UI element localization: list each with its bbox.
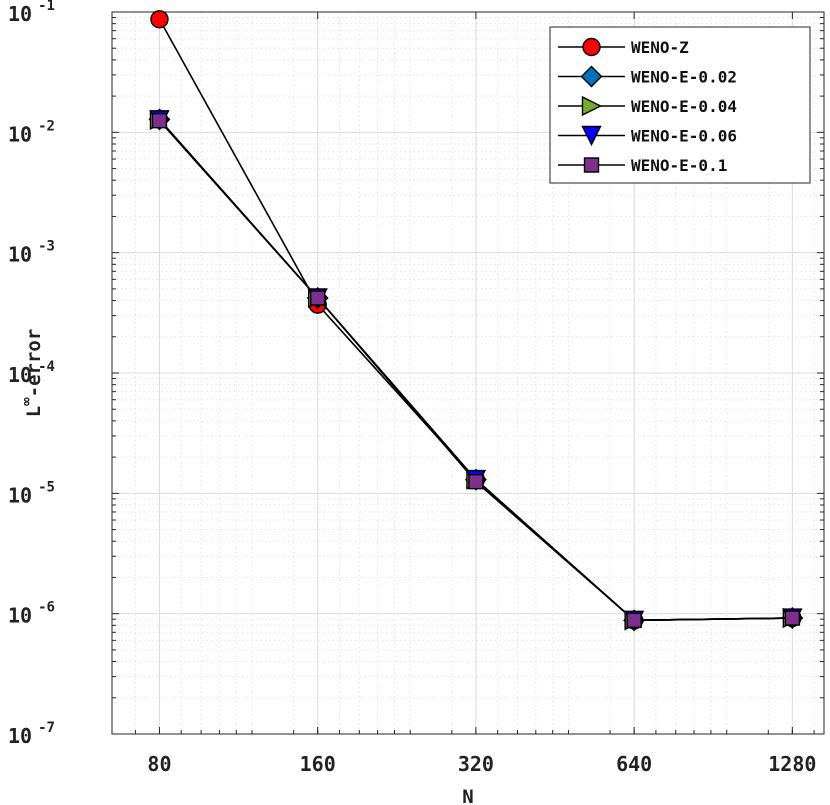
y-tick-label: 10 -7 — [8, 720, 55, 748]
x-tick-label: 640 — [616, 752, 652, 776]
legend-marker — [581, 95, 603, 117]
y-tick-label-exponent: -3 — [38, 239, 55, 255]
y-axis-title: L∞-error — [19, 329, 45, 418]
x-tick-label: 160 — [300, 752, 336, 776]
data-point — [468, 473, 484, 490]
y-tick-label-exponent: -1 — [38, 0, 55, 14]
legend: WENO-Z WENO-E-0.02 WENO-E-0.04 WENO-E-0.06 W… — [549, 26, 811, 184]
legend-entry: WENO-E-0.1 — [558, 156, 727, 175]
legend-label: WENO-E-0.06 — [631, 127, 737, 146]
legend-entry: WENO-Z — [558, 37, 689, 57]
data-point — [150, 10, 169, 29]
x-tick-label: 1280 — [768, 752, 816, 776]
y-tick-labels: 10 -7 10 -6 10 -5 10 -4 10 -3 10 -2 10 -1 — [8, 0, 55, 748]
legend-marker — [583, 157, 600, 173]
y-tick-label: 10 -2 — [8, 118, 55, 146]
x-axis-title: N — [462, 786, 473, 805]
y-tick-label-exponent: -7 — [38, 720, 55, 736]
data-point — [309, 290, 326, 306]
y-tick-label: 10 -6 — [8, 600, 55, 628]
series-weno-e-0-1 — [151, 112, 801, 629]
y-tick-label-exponent: -4 — [38, 359, 55, 375]
y-tick-label-base: 10 — [8, 2, 32, 26]
data-point — [784, 610, 801, 626]
y-tick-label-base: 10 — [8, 363, 32, 387]
y-tick-label-exponent: -6 — [38, 600, 55, 616]
y-tick-label-base: 10 — [8, 604, 32, 628]
axis-ticks — [112, 11, 824, 735]
y-axis-title-superscript: ∞ — [19, 397, 35, 406]
legend-label: WENO-E-0.02 — [631, 68, 737, 87]
y-tick-label-exponent: -2 — [38, 118, 55, 134]
x-tick-label: 320 — [458, 752, 494, 776]
series-layer — [148, 10, 804, 632]
legend-label: WENO-Z — [631, 38, 689, 57]
y-tick-label-base: 10 — [8, 724, 32, 748]
y-axis-title-base: L — [23, 406, 45, 417]
y-tick-label: 10 -4 — [8, 359, 55, 387]
x-tick-labels: 80 160 320 640 1280 — [147, 752, 816, 776]
data-point — [626, 612, 642, 629]
legend-marker — [580, 65, 603, 88]
legend-marker — [581, 125, 602, 147]
legend-marker — [582, 37, 601, 57]
y-tick-label: 10 -1 — [8, 0, 55, 26]
data-point — [151, 112, 168, 129]
legend-label: WENO-E-0.04 — [631, 97, 737, 116]
legend-label: WENO-E-0.1 — [631, 156, 727, 175]
y-tick-label-base: 10 — [8, 122, 32, 146]
legend-entry: WENO-E-0.06 — [558, 125, 737, 147]
y-tick-label: 10 -5 — [8, 479, 55, 507]
x-tick-label: 80 — [147, 752, 171, 776]
y-tick-label-base: 10 — [8, 243, 32, 267]
y-tick-label-exponent: -5 — [38, 479, 55, 495]
y-axis-title-rest: -error — [23, 329, 45, 398]
y-tick-label: 10 -3 — [8, 239, 55, 267]
legend-entry: WENO-E-0.02 — [558, 65, 737, 88]
y-tick-label-base: 10 — [8, 483, 32, 507]
legend-entry: WENO-E-0.04 — [558, 95, 737, 117]
